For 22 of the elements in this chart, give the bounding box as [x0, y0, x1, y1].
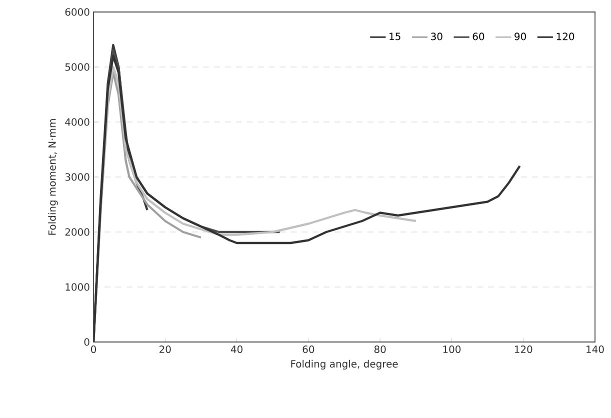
x-tick-label: 100 [443, 346, 461, 354]
y-tick-label: 0 [84, 338, 90, 346]
x-tick-label: 120 [514, 346, 532, 354]
x-axis-title: Folding angle, degree [291, 360, 398, 370]
x-tick-label: 60 [302, 346, 314, 354]
y-axis-title: Folding moment, N·mm [48, 119, 58, 235]
legend-label: 120 [556, 32, 574, 40]
y-tick-label: 6000 [65, 8, 90, 16]
y-tick-label: 5000 [65, 63, 90, 71]
y-tick-label: 4000 [65, 118, 90, 126]
x-tick-label: 0 [90, 346, 96, 354]
y-tick-label: 2000 [65, 228, 90, 236]
legend-label: 90 [514, 32, 526, 40]
x-tick-label: 80 [374, 346, 386, 354]
x-tick-label: 20 [160, 346, 171, 354]
y-tick-label: 1000 [66, 283, 90, 291]
y-tick-label: 3000 [65, 173, 90, 181]
legend-label: 30 [431, 32, 442, 40]
x-tick-label: 140 [586, 346, 604, 354]
legend-label: 15 [390, 32, 400, 40]
legend-label: 60 [472, 32, 484, 40]
x-tick-label: 40 [230, 346, 242, 354]
